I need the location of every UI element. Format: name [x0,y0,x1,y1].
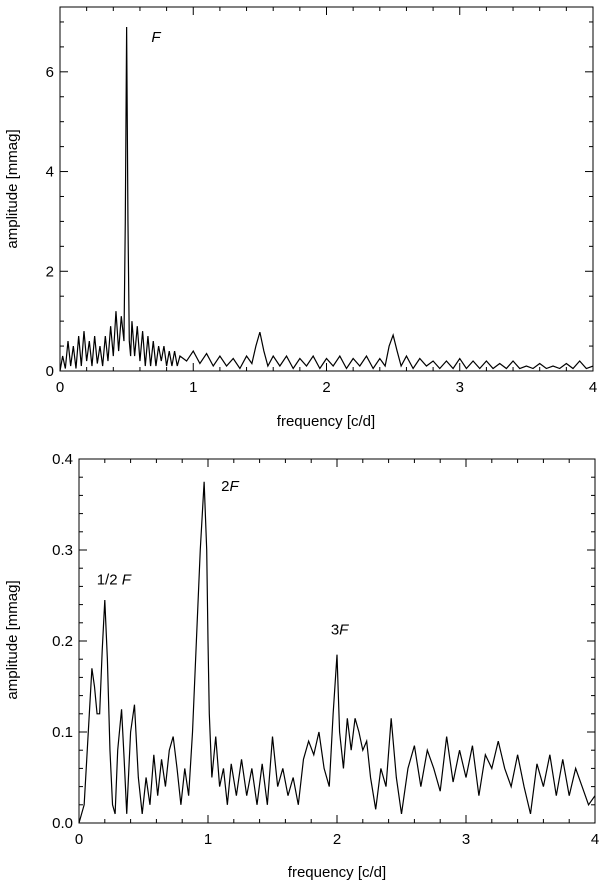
ticks-bottom [78,458,596,824]
y-tick-label: 0.0 [52,815,73,832]
peak-label-3f: 3F [331,622,349,639]
plot-frame-bottom [78,458,596,824]
y-tick-label: 0.1 [52,724,73,741]
peak-label-f: F [151,29,161,46]
x-tick-labels-bottom: 0 1 2 3 4 [75,831,599,848]
y-tick-label: 4 [46,164,54,181]
x-axis-title-bottom: frequency [c/d] [288,864,386,881]
x-tick-label: 4 [591,831,599,848]
x-tick-label: 0 [56,379,64,396]
y-tick-label: 2 [46,263,54,280]
series-line-bottom [78,481,596,824]
chart-top-panel: 0 1 2 3 4 0 2 4 6 frequency [c/d] amplitude [mm… [4,6,597,430]
x-tick-label: 0 [75,831,83,848]
x-axis-title-top: frequency [c/d] [277,413,375,430]
y-tick-label: 6 [46,64,54,81]
peak-label-half-f: 1/2 F [97,572,132,589]
y-tick-labels-top: 0 2 4 6 [46,64,54,380]
peak-label-2f: 2F [221,478,239,495]
x-tick-label: 3 [456,379,464,396]
y-tick-label: 0.3 [52,542,73,559]
series-line-top [59,26,594,372]
plot-frame-top [59,6,594,372]
y-tick-label: 0.2 [52,633,73,650]
y-axis-title-bottom: amplitude [mmag] [4,580,21,699]
x-tick-label: 3 [462,831,470,848]
y-tick-label: 0 [46,363,54,380]
x-tick-label: 2 [333,831,341,848]
x-tick-label: 1 [189,379,197,396]
x-tick-label: 4 [589,379,597,396]
x-tick-label: 1 [204,831,212,848]
x-tick-labels-top: 0 1 2 3 4 [56,379,597,396]
y-tick-labels-bottom: 0.0 0.1 0.2 0.3 0.4 [52,451,73,832]
y-axis-title-top: amplitude [mmag] [4,129,21,248]
ticks-top [59,7,594,372]
x-tick-label: 2 [322,379,330,396]
chart-bottom-panel: 0 1 2 3 4 0.0 0.1 0.2 0.3 0.4 frequency [c/d] am… [4,451,599,881]
y-tick-label: 0.4 [52,451,73,468]
